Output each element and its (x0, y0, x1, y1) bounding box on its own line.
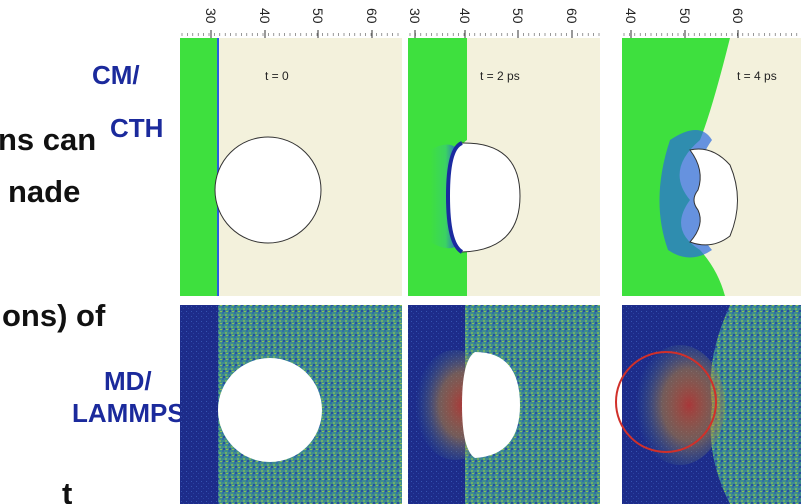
md-panel (180, 305, 402, 504)
tick-label: 50 (310, 8, 326, 24)
tick-label: 40 (257, 8, 273, 24)
tick-label: 60 (730, 8, 746, 24)
tick-label: 60 (364, 8, 380, 24)
md-panel (408, 305, 600, 504)
tick-label: 30 (203, 8, 219, 24)
tick-label: 40 (623, 8, 639, 24)
row-label: CM/ (92, 60, 140, 90)
slide-text: ons) of (2, 298, 106, 333)
slide-text: t (62, 476, 72, 504)
time-label: t = 4 ps (737, 69, 777, 83)
md-panel (616, 305, 801, 504)
tick-label: 30 (407, 8, 423, 24)
row-label: MD/ (104, 366, 152, 396)
time-label: t = 0 (265, 69, 289, 83)
slide-text: ns can (0, 122, 96, 157)
time-label: t = 2 ps (480, 69, 520, 83)
tick-label: 40 (457, 8, 473, 24)
cth-panel (180, 38, 402, 296)
row-label: LAMMPS (72, 398, 185, 428)
tick-label: 50 (677, 8, 693, 24)
row-label: CTH (110, 113, 163, 143)
tick-label: 60 (564, 8, 580, 24)
tick-label: 50 (510, 8, 526, 24)
slide-text: nade (8, 174, 80, 209)
slide: ns can nade ons) of t CM/ CTH MD/ LAMMPS (0, 0, 801, 504)
